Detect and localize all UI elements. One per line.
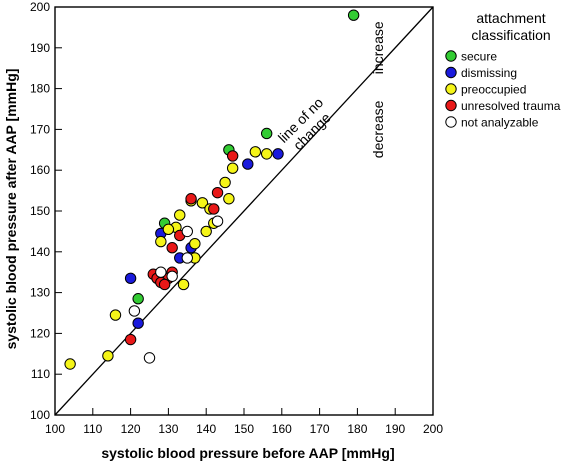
data-point-preoccupied (200, 225, 212, 238)
data-point-preoccupied (162, 223, 175, 236)
data-point-unresolved-trauma (211, 186, 224, 199)
y-axis-label: systolic blood pressure after AAP [mmHg] (3, 69, 19, 350)
data-point-unresolved-trauma (124, 333, 137, 346)
y-tick-label: 110 (31, 367, 50, 381)
legend-marker (445, 50, 457, 62)
x-tick-label: 200 (423, 422, 443, 436)
legend-label: secure (461, 50, 497, 64)
x-tick-label: 100 (45, 422, 65, 436)
legend-label: not analyzable (461, 116, 539, 130)
legend-marker (445, 116, 457, 128)
legend-label: dismissing (461, 66, 517, 80)
legend-label: preoccupied (461, 83, 526, 97)
data-point-not-analyzable (128, 305, 141, 317)
data-point-unresolved-trauma (158, 278, 171, 291)
x-axis-label: systolic blood pressure before AAP [mmHg… (101, 445, 394, 461)
data-point-preoccupied (177, 278, 190, 291)
legend-title: attachment classification (471, 10, 550, 43)
data-point-dismissing (242, 158, 254, 170)
y-tick-label: 150 (30, 204, 50, 218)
x-tick-label: 150 (234, 422, 254, 436)
y-tick-label: 180 (30, 82, 50, 96)
data-point-preoccupied (189, 237, 201, 250)
y-tick-label: 130 (30, 286, 50, 300)
data-point-preoccupied (109, 309, 122, 321)
data-point-secure (132, 293, 144, 305)
legend-title-line: attachment (476, 10, 545, 26)
increase-region-label: increase (370, 21, 386, 74)
data-point-unresolved-trauma (185, 193, 197, 205)
decrease-region-label: decrease (370, 100, 386, 158)
y-tick-label: 200 (30, 0, 50, 14)
y-tick-label: 120 (30, 326, 50, 340)
data-point-preoccupied (219, 176, 231, 189)
legend-marker (445, 66, 457, 79)
data-point-secure (347, 9, 360, 21)
reference-line-label: line of nochange (275, 94, 338, 157)
data-point-dismissing (272, 148, 284, 160)
x-tick-label: 190 (385, 422, 405, 436)
x-tick-label: 170 (310, 422, 330, 436)
x-tick-label: 130 (158, 422, 178, 436)
data-point-unresolved-trauma (226, 150, 239, 162)
data-point-unresolved-trauma (166, 242, 178, 254)
line-of-no-change (54, 6, 434, 416)
data-point-dismissing (132, 317, 144, 329)
y-tick-label: 140 (30, 245, 50, 259)
data-point-not-analyzable (166, 270, 178, 282)
data-point-not-analyzable (181, 252, 194, 264)
y-tick-label: 190 (30, 41, 50, 55)
x-tick-label: 140 (196, 422, 216, 436)
x-tick-label: 110 (83, 422, 102, 436)
x-tick-label: 180 (347, 422, 367, 436)
y-tick-label: 160 (30, 163, 50, 177)
data-point-not-analyzable (155, 266, 167, 278)
data-point-preoccupied (64, 358, 76, 370)
data-point-preoccupied (223, 193, 235, 205)
data-point-preoccupied (102, 350, 114, 362)
data-point-preoccupied (174, 209, 186, 221)
legend-title-line: classification (471, 27, 550, 43)
data-point-preoccupied (155, 235, 167, 248)
legend-label: unresolved trauma (461, 99, 561, 113)
y-tick-label: 100 (30, 408, 50, 422)
x-tick-label: 160 (272, 422, 292, 436)
data-point-secure (260, 127, 273, 140)
data-point-not-analyzable (181, 225, 194, 238)
data-point-not-analyzable (211, 215, 224, 227)
data-point-preoccupied (249, 146, 262, 158)
legend-marker (445, 83, 457, 95)
data-point-dismissing (124, 272, 137, 285)
data-point-preoccupied (226, 162, 239, 174)
data-point-unresolved-trauma (208, 203, 220, 215)
data-point-not-analyzable (143, 352, 156, 364)
data-point-preoccupied (196, 197, 209, 209)
data-point-preoccupied (260, 148, 273, 160)
legend-marker (445, 99, 457, 112)
y-tick-label: 170 (30, 122, 50, 136)
x-tick-label: 120 (121, 422, 141, 436)
